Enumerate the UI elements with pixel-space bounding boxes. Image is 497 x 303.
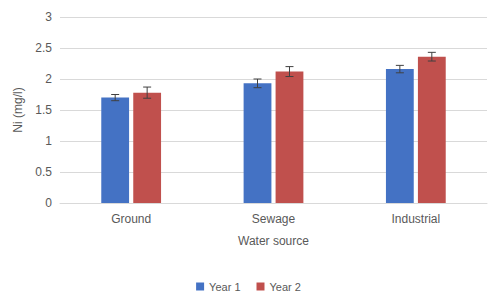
svg-text:Year 2: Year 2 [270, 281, 301, 293]
svg-text:Industrial: Industrial [391, 212, 440, 226]
svg-text:Ni (mg/l): Ni (mg/l) [11, 87, 25, 132]
svg-text:Water source: Water source [238, 234, 309, 248]
svg-text:3: 3 [45, 10, 52, 24]
svg-text:Year 1: Year 1 [209, 281, 240, 293]
svg-text:Ground: Ground [111, 212, 151, 226]
svg-text:2.5: 2.5 [35, 41, 52, 55]
svg-text:0.5: 0.5 [35, 165, 52, 179]
svg-text:2: 2 [45, 72, 52, 86]
svg-text:0: 0 [45, 196, 52, 210]
svg-text:1.5: 1.5 [35, 103, 52, 117]
svg-text:Sewage: Sewage [252, 212, 296, 226]
svg-text:1: 1 [45, 134, 52, 148]
